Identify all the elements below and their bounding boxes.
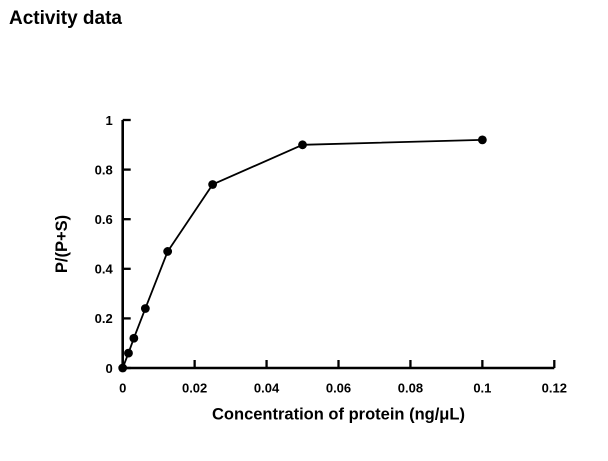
data-point <box>298 140 307 150</box>
data-point <box>163 247 173 256</box>
x-tick-label: 0.12 <box>542 381 567 396</box>
x-tick-label: 0.08 <box>398 381 423 396</box>
y-tick-label: 0 <box>105 361 112 376</box>
chart-title: Activity data <box>9 8 122 29</box>
data-point <box>124 348 133 358</box>
y-tick-label: 0.6 <box>95 212 113 227</box>
data-line <box>121 138 483 369</box>
x-tick-label: 0 <box>119 381 126 396</box>
x-axis-label: Concentration of protein (ng/μL) <box>212 406 465 424</box>
y-tick-label: 0.2 <box>95 311 113 326</box>
x-tick-label: 0.1 <box>473 381 491 396</box>
y-tick-label: 0.4 <box>95 262 114 277</box>
data-point <box>477 135 487 145</box>
x-tick-label: 0.04 <box>254 381 280 396</box>
data-point <box>208 180 218 189</box>
axes-frame <box>121 120 555 370</box>
x-tick-label: 0.02 <box>182 381 207 396</box>
y-tick-label: 1 <box>105 113 112 128</box>
y-tick-label: 0.8 <box>95 162 113 177</box>
data-point <box>140 304 150 313</box>
data-point <box>118 363 128 373</box>
y-axis-label: P/(P+S) <box>53 215 71 273</box>
x-tick-label: 0.06 <box>326 381 351 396</box>
data-point <box>129 333 139 343</box>
